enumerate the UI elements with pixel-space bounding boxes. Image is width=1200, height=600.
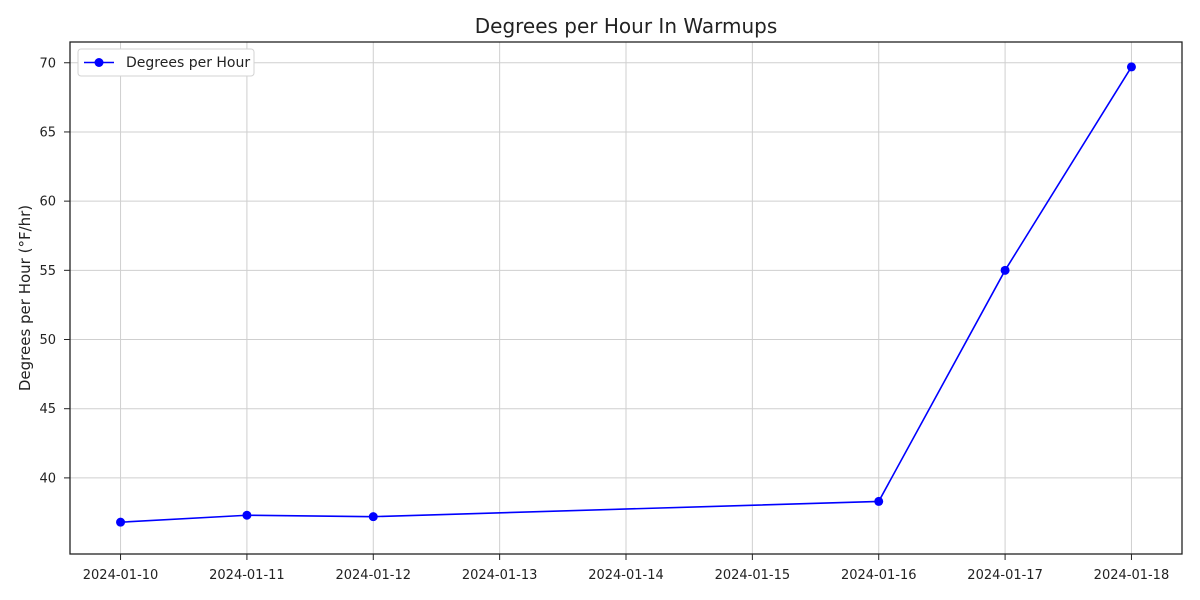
data-point	[242, 510, 252, 520]
x-tick-label: 2024-01-14	[588, 568, 664, 583]
legend: Degrees per Hour	[77, 48, 255, 77]
legend-label: Degrees per Hour	[126, 55, 250, 71]
y-tick-label: 40	[39, 471, 56, 486]
series-line	[120, 66, 1133, 523]
chart-title: Degrees per Hour In Warmups	[475, 14, 778, 38]
y-tick-label: 60	[39, 195, 56, 210]
y-tick-label: 50	[39, 333, 56, 348]
series-layer	[116, 62, 1136, 527]
x-tick-label: 2024-01-10	[83, 568, 159, 583]
x-tick-label: 2024-01-17	[967, 568, 1043, 583]
legend-box	[77, 48, 255, 77]
data-point	[1126, 62, 1136, 72]
data-point	[368, 512, 378, 522]
grid-layer	[70, 42, 1182, 554]
y-axis-label: Degrees per Hour (°F/hr)	[16, 205, 34, 391]
x-tick-label: 2024-01-12	[335, 568, 411, 583]
x-tick-label: 2024-01-15	[715, 568, 791, 583]
tick-layer: 2024-01-10 2024-01-11 2024-01-12 2024-01-13…	[39, 56, 1169, 583]
data-point	[116, 517, 126, 527]
y-tick-label: 45	[39, 402, 56, 417]
y-tick-label: 65	[39, 125, 56, 140]
x-tick-label: 2024-01-13	[462, 568, 538, 583]
legend-marker	[94, 58, 104, 67]
y-tick-label: 70	[39, 56, 56, 71]
x-tick-label: 2024-01-11	[209, 568, 285, 583]
plot-frame	[69, 41, 1183, 555]
data-point	[874, 496, 884, 506]
x-tick-label: 2024-01-18	[1094, 568, 1170, 583]
data-point	[1000, 265, 1010, 275]
y-tick-label: 55	[39, 264, 56, 279]
x-tick-label: 2024-01-16	[841, 568, 917, 583]
